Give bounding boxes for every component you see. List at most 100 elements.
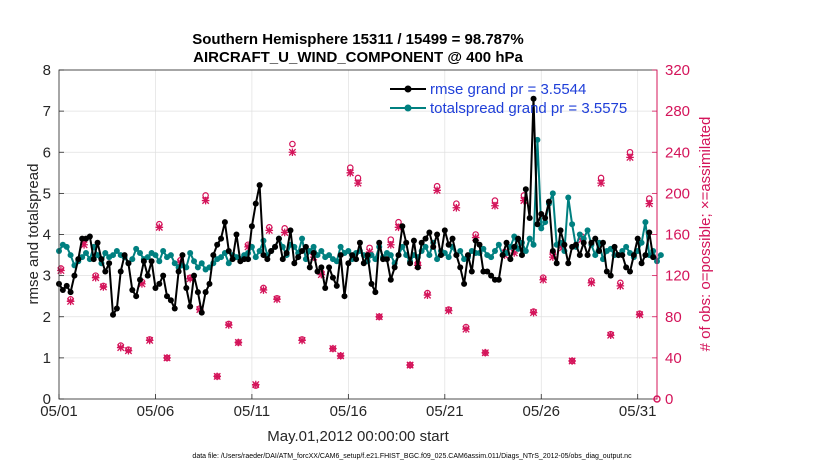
rmse-point (461, 280, 468, 287)
obs-assimilated-point (529, 308, 538, 317)
y-tick-label-right: 200 (665, 185, 690, 202)
obs-assimilated-point (444, 306, 453, 315)
obs-assimilated-point (329, 344, 337, 353)
rmse-point (310, 250, 317, 257)
obs-assimilated-point (317, 270, 326, 279)
totalspread-point (113, 247, 120, 254)
obs-assimilated-point (57, 266, 65, 275)
legend: rmse grand pr = 3.5544 totalspread grand… (390, 81, 627, 117)
rmse-point (476, 241, 483, 248)
rmse-point (90, 256, 97, 263)
totalspread-point (187, 250, 194, 257)
totalspread-point (642, 219, 649, 226)
rmse-point (306, 264, 313, 271)
rmse-point (495, 276, 502, 283)
obs-assimilated-point (91, 273, 100, 282)
rmse-point (75, 256, 82, 263)
rmse-point (175, 268, 182, 275)
rmse-point (410, 237, 417, 244)
rmse-point (368, 280, 375, 287)
rmse-point (148, 258, 155, 265)
rmse-point (322, 284, 329, 291)
rmse-point (565, 260, 572, 267)
x-tick-label: 05/06 (137, 403, 175, 420)
rmse-point (580, 239, 587, 246)
obs-assimilated-point (280, 228, 289, 237)
obs-assimilated-point (346, 169, 355, 177)
obs-assimilated-point (645, 199, 654, 208)
obs-assimilated-point (510, 249, 519, 257)
rmse-point (214, 241, 221, 248)
rmse-point (395, 252, 402, 259)
rmse-point (453, 252, 460, 259)
rmse-point (561, 241, 568, 248)
obs-assimilated-point (606, 331, 615, 340)
y-tick-label-right: 240 (665, 144, 690, 161)
obs-assimilated-point (145, 336, 154, 345)
obs-assimilated-point (635, 310, 644, 319)
totalspread-point (638, 239, 645, 246)
rmse-point (248, 223, 255, 230)
rmse-point (646, 229, 653, 236)
footer-datafile: data file: /Users/raeder/DAI/ATM_forcXX/… (192, 453, 632, 460)
rmse-point (434, 231, 441, 238)
obs-assimilated-point (462, 325, 470, 333)
rmse-point (245, 256, 252, 263)
rmse-point (314, 268, 321, 275)
obs-assimilated-point (124, 346, 133, 355)
rmse-point (187, 303, 194, 310)
obs-assimilated-point (597, 179, 605, 187)
rmse-point (110, 311, 117, 318)
obs-assimilated-point (433, 186, 441, 195)
obs-assimilated-point (213, 372, 221, 381)
obs-assimilated-point (386, 240, 395, 249)
rmse-point (302, 243, 309, 250)
totalspread-point (102, 250, 109, 257)
totalspread-point (144, 254, 151, 261)
rmse-point (71, 272, 78, 279)
totalspread-point (194, 264, 201, 271)
rmse-point (156, 280, 163, 287)
y-tick-label-right: 160 (665, 227, 690, 244)
rmse-point (94, 239, 101, 246)
rmse-point (441, 227, 448, 234)
rmse-point (549, 247, 556, 254)
totalspread-point (133, 245, 140, 252)
obs-assimilated-point (423, 291, 432, 299)
totalspread-point (326, 252, 333, 259)
obs-assimilated-point (273, 295, 281, 304)
rmse-point (534, 221, 541, 228)
rmse-point (210, 252, 217, 259)
rmse-point (430, 243, 437, 250)
totalspread-point (156, 258, 163, 265)
rmse-point (295, 254, 302, 261)
totalspread-point (592, 252, 599, 259)
rmse-point (611, 243, 618, 250)
obs-assimilated-point (66, 297, 75, 306)
obs-assimilated-point (616, 282, 625, 290)
rmse-point (414, 264, 421, 271)
totalspread-point (333, 258, 340, 265)
totalspread-point (422, 243, 429, 250)
rmse-point (353, 256, 360, 263)
totalspread-point (318, 247, 325, 254)
rmse-point (194, 289, 201, 296)
rmse-point (160, 272, 167, 279)
rmse-point (113, 305, 120, 312)
totalspread-point (565, 194, 572, 201)
obs-assimilated-point (196, 305, 204, 314)
y-axis-label-right: # of obs: o=possible; ×=assimilated (697, 117, 714, 352)
legend-spread-label: totalspread grand pr = 3.5575 (430, 100, 627, 117)
rmse-point (299, 247, 306, 254)
rmse-point (349, 252, 356, 259)
totalspread-point (522, 247, 529, 254)
totalspread-point (619, 247, 626, 254)
y-tick-label-right: 320 (665, 62, 690, 79)
rmse-point (538, 210, 545, 217)
rmse-point (507, 256, 514, 263)
totalspread-point (337, 243, 344, 250)
rmse-point (106, 260, 113, 267)
rmse-point (260, 252, 267, 259)
series-layer (56, 95, 664, 403)
